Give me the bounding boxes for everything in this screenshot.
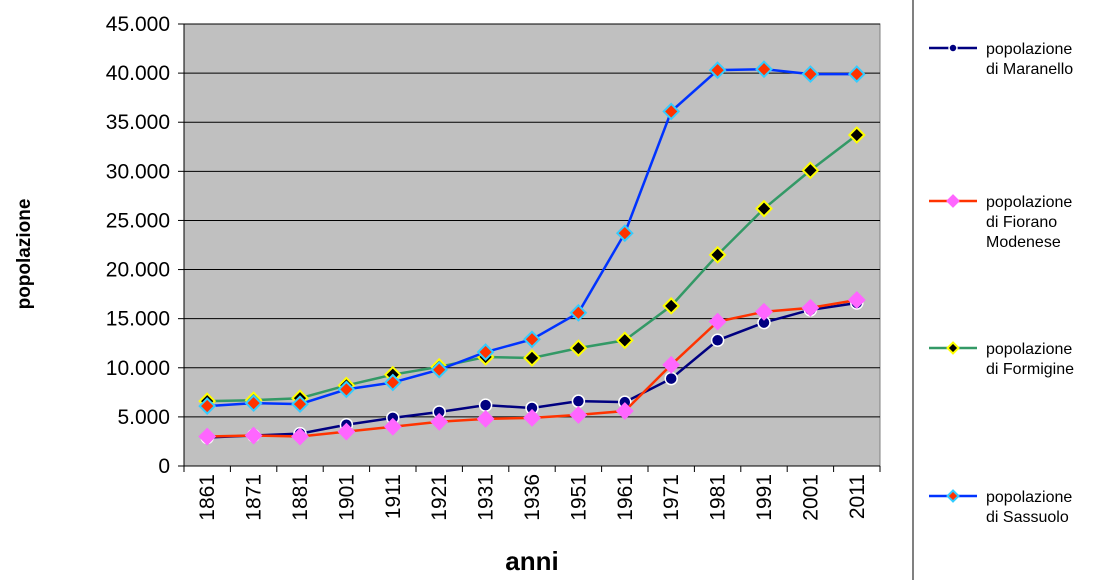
x-tick-label: 1871 <box>243 474 266 521</box>
x-tick-label: 1931 <box>475 474 498 521</box>
data-point <box>244 394 263 413</box>
y-tick-label: 5.000 <box>117 406 170 429</box>
data-point <box>708 312 727 331</box>
data-point <box>523 408 541 427</box>
legend-label: di Formigine <box>986 361 1074 378</box>
data-point <box>244 426 263 445</box>
y-tick-label: 45.000 <box>106 13 170 36</box>
x-tick-label: 1901 <box>335 474 358 521</box>
legend-entry-3: popolazione di Formigine <box>929 341 1074 378</box>
x-tick-label: 1861 <box>196 474 219 521</box>
legend-entry-2: popolazione di Fiorano Modenese <box>929 194 1072 251</box>
data-point <box>198 397 217 415</box>
gridlines <box>184 23 880 418</box>
x-tick-label: 1911 <box>382 474 405 519</box>
data-point <box>291 395 309 414</box>
data-point <box>383 373 402 392</box>
legend-entry-4: popolazione di Sassuolo <box>929 489 1072 526</box>
data-point <box>198 427 217 446</box>
legend-label: popolazione <box>986 341 1072 358</box>
x-tick-label: 1936 <box>521 474 544 521</box>
data-point <box>662 296 681 315</box>
data-point <box>948 43 958 53</box>
data-point <box>755 60 773 79</box>
y-tick-label: 15.000 <box>106 308 170 331</box>
y-tick-label: 35.000 <box>106 111 170 134</box>
data-point <box>847 291 866 309</box>
data-point <box>946 489 960 503</box>
data-point <box>615 331 634 350</box>
data-point <box>662 355 681 374</box>
x-tick-label: 1971 <box>660 474 683 521</box>
data-point <box>708 61 727 80</box>
data-point <box>755 199 773 218</box>
legend-label: popolazione <box>986 41 1072 58</box>
x-tick-label: 1921 <box>428 474 451 521</box>
legend-label: di Fiorano <box>986 214 1057 231</box>
data-point <box>664 371 678 386</box>
axes: 0 5.000 10.000 15.000 20.000 25.000 30.000 35.0… <box>106 13 881 521</box>
data-point <box>801 161 820 180</box>
legend-label: Modenese <box>986 234 1061 251</box>
data-point <box>430 360 449 379</box>
legend-label: di Maranello <box>986 61 1073 78</box>
series-2 <box>198 291 866 446</box>
x-tick-label: 2001 <box>799 474 822 521</box>
legend-label: popolazione <box>986 489 1072 506</box>
data-point <box>801 65 820 84</box>
y-axis-title: popolazione <box>14 199 35 310</box>
data-point <box>801 298 820 317</box>
data-point <box>569 339 588 358</box>
data-point <box>337 422 356 441</box>
x-axis-title: anni <box>505 546 558 576</box>
data-point <box>569 406 588 424</box>
series-group <box>198 60 866 446</box>
legend-label: popolazione <box>986 194 1072 211</box>
data-point <box>615 224 634 243</box>
data-point <box>708 245 727 264</box>
x-tick-label: 1881 <box>289 474 312 521</box>
y-tick-label: 30.000 <box>106 160 170 183</box>
data-point <box>571 394 586 408</box>
data-point <box>710 333 725 348</box>
y-tick-label: 40.000 <box>106 62 170 85</box>
data-point <box>523 330 541 349</box>
x-tick-label: 2011 <box>846 474 869 519</box>
data-point <box>946 194 960 208</box>
data-point <box>337 380 356 399</box>
data-point <box>755 302 773 321</box>
x-tick-label: 1981 <box>707 474 730 521</box>
x-tick-label: 1991 <box>753 474 776 521</box>
x-tick-label: 1951 <box>567 474 590 521</box>
y-tick-label: 10.000 <box>106 357 170 380</box>
y-tick-label: 20.000 <box>106 259 170 282</box>
data-point <box>662 102 681 121</box>
data-point <box>847 65 866 84</box>
data-point <box>569 303 588 322</box>
data-point <box>478 398 493 412</box>
x-tick-label: 1961 <box>614 474 637 521</box>
data-point <box>476 409 495 428</box>
legend-label: di Sassuolo <box>986 509 1069 526</box>
data-point <box>615 402 634 420</box>
data-point <box>476 343 495 361</box>
legend-entry-1: popolazione di Maranello <box>929 41 1073 78</box>
data-point <box>291 427 309 446</box>
data-point <box>523 349 541 367</box>
y-tick-label: 0 <box>158 455 170 478</box>
y-tick-label: 25.000 <box>106 209 170 232</box>
data-point <box>847 126 866 144</box>
legend: popolazione di Maranello popolazione di Fio… <box>912 0 1074 580</box>
data-point <box>383 417 402 436</box>
data-point <box>946 341 960 355</box>
data-point <box>430 412 449 431</box>
series-4 <box>198 60 866 415</box>
